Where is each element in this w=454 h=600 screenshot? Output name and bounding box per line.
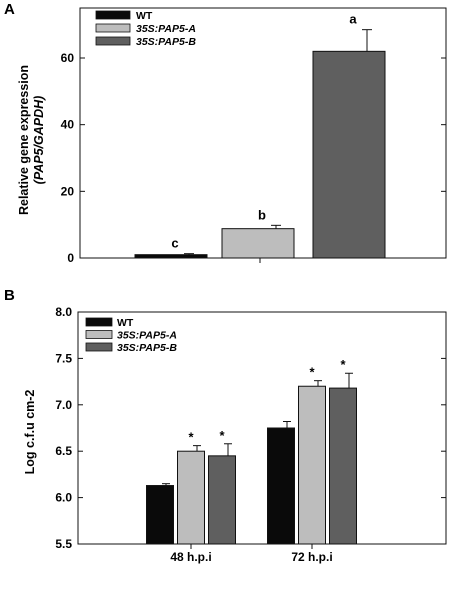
panel-b-bars: * * * *	[146, 357, 357, 545]
panel-b-bar	[177, 450, 205, 545]
panel-a-bar	[134, 254, 208, 259]
panel-b-ytick-label: 7.0	[55, 398, 72, 412]
panel-a-legend-label: 35S:PAP5-B	[136, 36, 196, 48]
panel-b-legend-swatch	[85, 330, 113, 339]
panel-a-ylabel-line2: (PAP5/GAPDH)	[32, 96, 46, 185]
panel-b-bar	[329, 387, 357, 545]
panel-a-ytick-label: 40	[61, 118, 75, 132]
panel-b-legend-label: 35S:PAP5-A	[117, 330, 177, 342]
panel-b-axes: 5.5 6.0 6.5 7.0 7.5 8.0 48 h.p.i 72 h.p.i	[55, 305, 447, 564]
panel-b: B Log c.f.u cm-2 5.5 6.0 6.5 7.0 7.5 8.0 48 h.…	[4, 287, 447, 564]
panel-a-ytick-label: 60	[61, 51, 75, 65]
panel-a-legend-swatch	[95, 36, 131, 46]
panel-a-bar	[221, 228, 295, 259]
panel-b-legend-swatch	[85, 342, 113, 352]
panel-b-letter: B	[4, 287, 15, 304]
panel-a-significance-label: c	[171, 236, 178, 251]
panel-a-legend-label: WT	[136, 10, 153, 22]
panel-b-ytick-label: 7.5	[55, 351, 72, 365]
panel-b-ytick-label: 6.5	[55, 444, 72, 458]
panel-b-bar	[146, 485, 174, 545]
panel-b-xtick-label: 72 h.p.i	[291, 550, 332, 564]
panel-b-significance-star: *	[188, 430, 194, 445]
panel-b-significance-star: *	[340, 357, 346, 372]
panel-a-axes: 0 20 40 60	[61, 7, 447, 265]
panel-a-legend-swatch	[95, 23, 131, 33]
panel-a-legend-swatch	[95, 10, 131, 20]
panel-a-legend-label: 35S:PAP5-A	[136, 23, 196, 35]
panel-b-ytick-label: 6.0	[55, 491, 72, 505]
panel-a-letter: A	[4, 1, 15, 18]
panel-b-significance-star: *	[219, 428, 225, 443]
panel-a: A Relative gene expression (PAP5/GAPDH) …	[4, 1, 447, 265]
panel-b-frame	[77, 311, 447, 545]
panel-a-significance-label: b	[258, 207, 266, 222]
panel-a-bar	[312, 50, 386, 259]
panel-b-xtick-label: 48 h.p.i	[170, 550, 211, 564]
panel-b-legend-label: 35S:PAP5-B	[117, 342, 177, 354]
panel-b-significance-star: *	[309, 365, 315, 380]
panel-b-ytick-label: 5.5	[55, 537, 72, 551]
panel-b-bar	[298, 385, 326, 545]
panel-a-ytick-label: 20	[61, 184, 75, 198]
panel-a-ytick-label: 0	[67, 251, 74, 265]
panel-b-bar	[267, 427, 295, 545]
panel-a-bars: c b a	[134, 12, 386, 259]
panel-a-ylabel-line1: Relative gene expression	[17, 65, 31, 215]
panel-a-significance-label: a	[349, 12, 357, 27]
panel-b-legend-label: WT	[117, 317, 134, 329]
panel-b-ytick-label: 8.0	[55, 305, 72, 319]
panel-b-legend-swatch	[85, 317, 113, 327]
panel-b-bar	[208, 455, 236, 545]
panel-b-ylabel: Log c.f.u cm-2	[23, 390, 37, 475]
